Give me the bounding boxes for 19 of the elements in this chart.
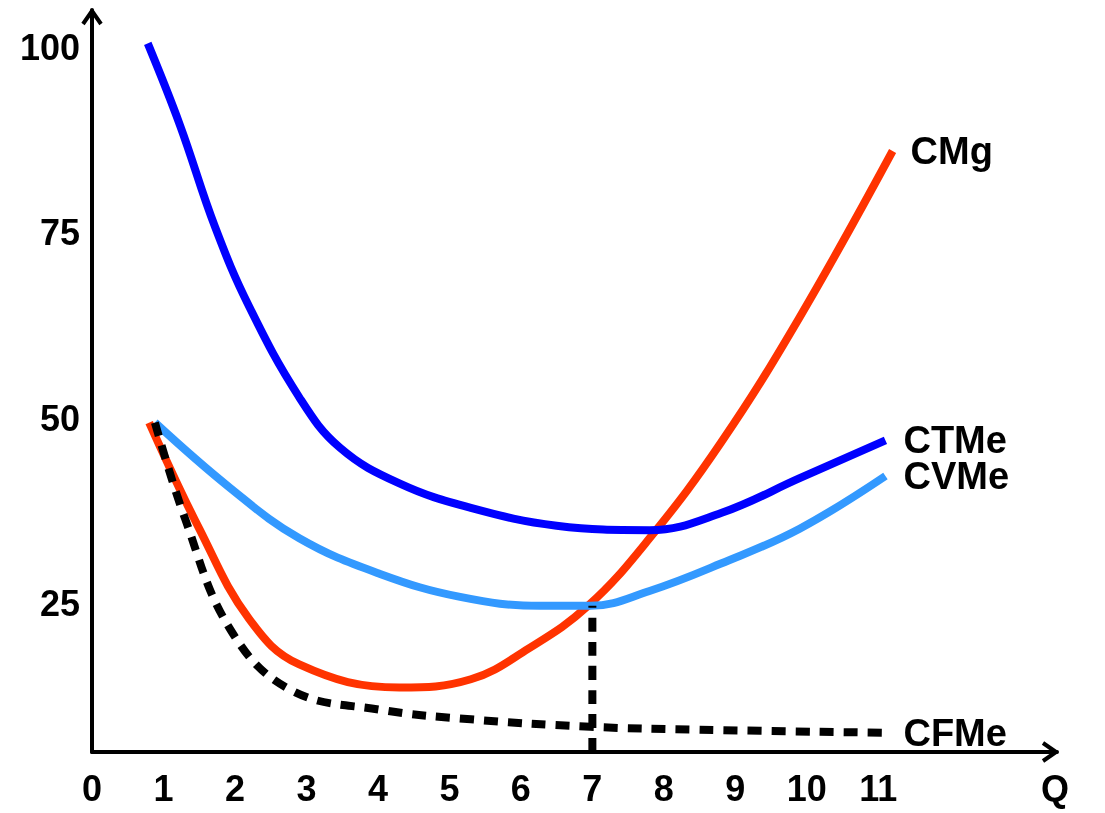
- x-tick-label: 10: [786, 767, 827, 809]
- y-tick-label: 50: [39, 397, 80, 439]
- x-tick-label: 9: [725, 767, 746, 809]
- legend-label: CFMe: [903, 711, 1007, 754]
- x-tick-label: 7: [582, 767, 603, 809]
- x-tick-label: 1: [153, 767, 174, 809]
- y-tick-label: 25: [39, 583, 80, 625]
- x-tick-label: 3: [296, 767, 317, 809]
- x-tick-label: 5: [439, 767, 460, 809]
- x-tick-label: 11: [859, 767, 898, 809]
- x-tick-label: 0: [81, 767, 103, 809]
- x-tick-label: 8: [653, 767, 674, 809]
- y-tick-label: 75: [39, 212, 80, 254]
- x-tick-label: 6: [510, 767, 531, 809]
- y-tick-label: 100: [19, 26, 80, 68]
- series-label: CMg: [910, 129, 993, 172]
- x-axis-title: Q: [1041, 767, 1070, 809]
- x-tick-label: 2: [224, 767, 245, 809]
- x-tick-label: 4: [367, 767, 388, 809]
